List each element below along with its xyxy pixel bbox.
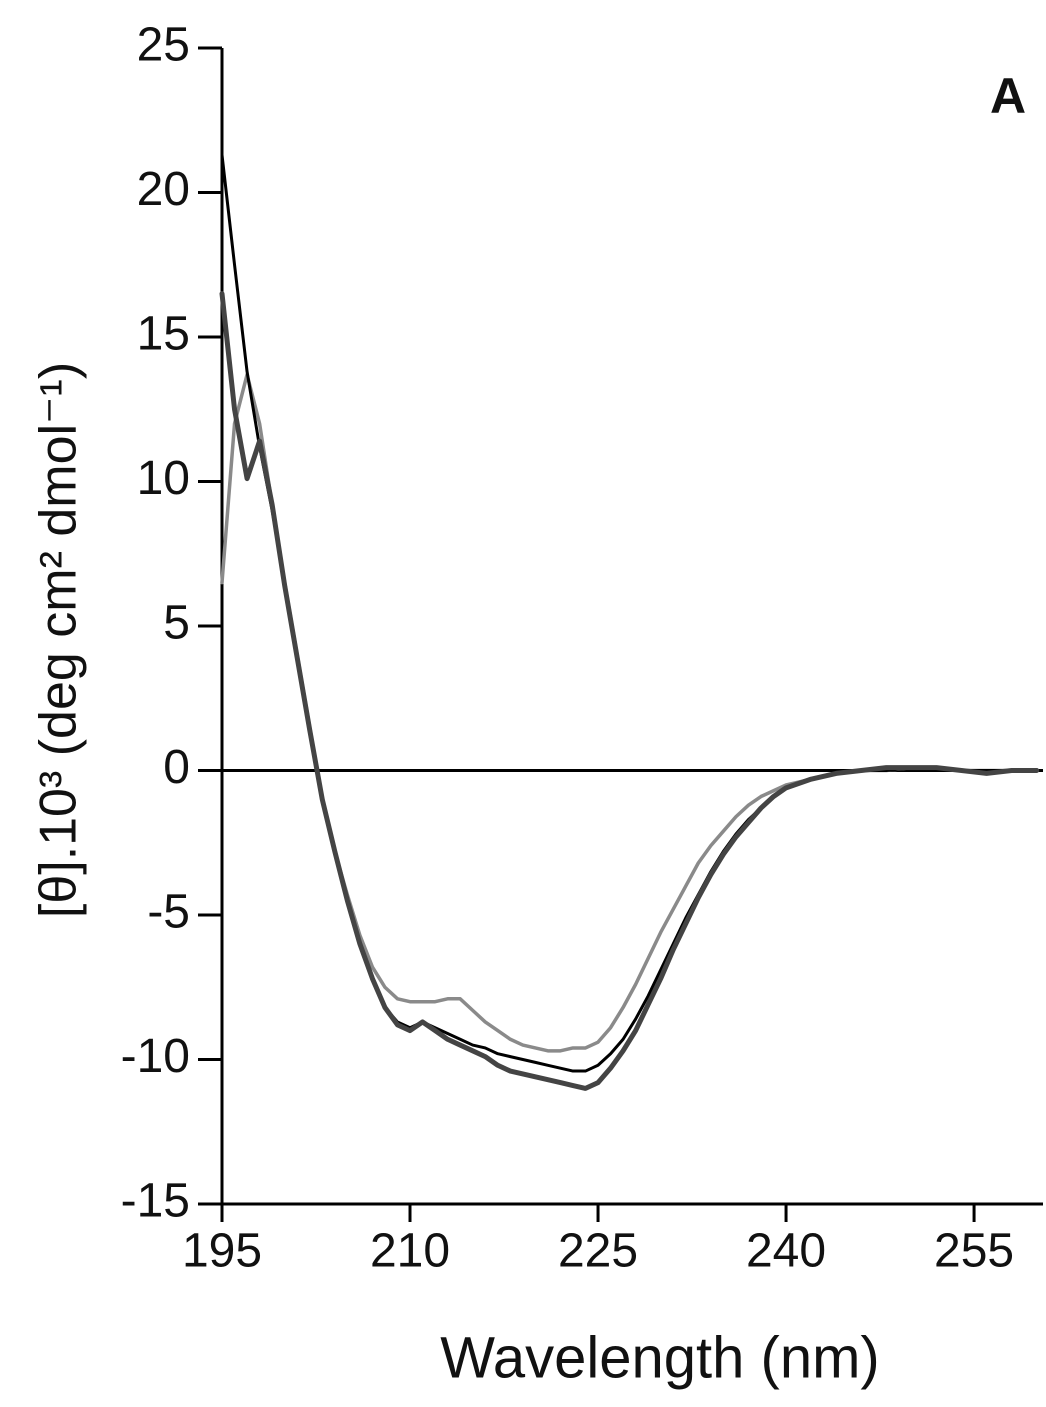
y-tick-label: -10	[121, 1030, 190, 1083]
x-tick-label: 240	[746, 1225, 826, 1278]
y-tick-label: 25	[137, 19, 190, 72]
x-tick-label: 210	[370, 1225, 450, 1278]
y-axis-title: [θ].10³ (deg cm² dmol⁻¹)	[30, 362, 88, 918]
panel-label: A	[990, 68, 1026, 124]
data-line	[220, 372, 1039, 1053]
y-tick-label: -5	[147, 886, 190, 939]
y-tick-label: 15	[137, 308, 190, 361]
y-tick-label: -15	[121, 1175, 190, 1228]
y-tick-label: 20	[137, 163, 190, 216]
x-axis-title: Wavelength (nm)	[440, 1325, 879, 1390]
data-line	[220, 153, 1039, 1073]
y-tick-label: 5	[163, 597, 190, 650]
y-tick-label: 0	[163, 741, 190, 794]
x-tick-label: 195	[182, 1225, 262, 1278]
data-line	[219, 291, 1040, 1091]
y-tick-label: 10	[137, 452, 190, 505]
x-tick-label: 225	[558, 1225, 638, 1278]
x-tick-label: 255	[934, 1225, 1014, 1278]
